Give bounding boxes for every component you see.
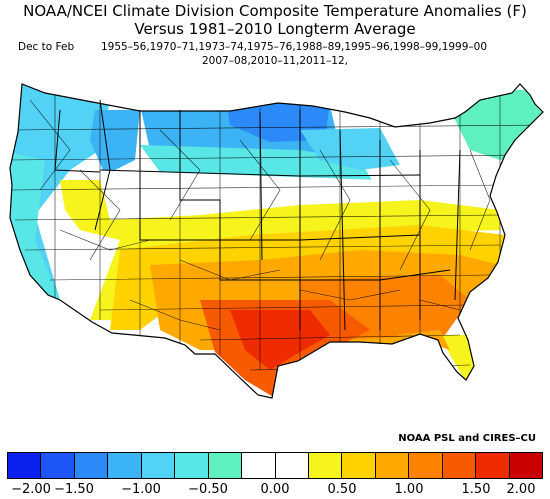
legend-tick-label: 0.00 — [260, 482, 290, 497]
region-texas-core — [230, 310, 330, 370]
composite-years-line-2: 2007–08,2010–11,2011–12, — [201, 55, 348, 67]
data-credit: NOAA PSL and CIRES–CU — [398, 433, 536, 444]
region-neutral-belt — [90, 160, 500, 230]
legend-tick-label: 2.00 — [506, 482, 536, 497]
color-legend-labels: −2.00 −1.50 −1.00 −0.50 0.00 0.50 1.00 1.50 2.00 — [0, 482, 550, 498]
legend-swatch — [375, 453, 410, 478]
legend-swatch — [308, 453, 343, 478]
us-anomaly-map — [9, 83, 544, 399]
legend-swatch — [175, 453, 209, 478]
legend-tick-label: −2.00 — [11, 482, 51, 497]
legend-swatch — [8, 453, 42, 478]
chart-title: NOAA/NCEI Climate Division Composite Tem… — [23, 2, 527, 20]
legend-swatch — [442, 453, 477, 478]
region-yellow-band — [60, 180, 500, 320]
legend-swatch — [342, 453, 376, 478]
season-label: Dec to Feb — [18, 41, 75, 53]
legend-tick-label: 0.50 — [327, 482, 357, 497]
legend-swatch — [476, 453, 510, 478]
legend-swatch — [275, 453, 309, 478]
state-borders — [54, 99, 461, 331]
color-legend-bar — [7, 452, 543, 479]
composite-years-line-1: 1955–56,1970–71,1973–74,1975–76,1988–89,… — [101, 41, 488, 53]
legend-swatch — [208, 453, 243, 478]
legend-swatch — [509, 453, 542, 478]
us-outline — [9, 83, 544, 399]
chart-subtitle: Versus 1981–2010 Longterm Average — [134, 20, 416, 38]
legend-tick-label: −0.50 — [188, 482, 228, 497]
legend-tick-label: 1.50 — [461, 482, 491, 497]
legend-swatch — [74, 453, 109, 478]
legend-swatch — [409, 453, 443, 478]
legend-swatch — [108, 453, 142, 478]
legend-tick-label: −1.00 — [121, 482, 161, 497]
region-florida — [440, 335, 478, 380]
legend-tick-label: −1.50 — [54, 482, 94, 497]
legend-swatch — [242, 453, 276, 478]
legend-swatch — [141, 453, 176, 478]
region-central-teal — [140, 145, 375, 185]
legend-swatch — [41, 453, 75, 478]
legend-tick-label: 1.00 — [394, 482, 424, 497]
region-midwest-cool — [300, 128, 400, 170]
